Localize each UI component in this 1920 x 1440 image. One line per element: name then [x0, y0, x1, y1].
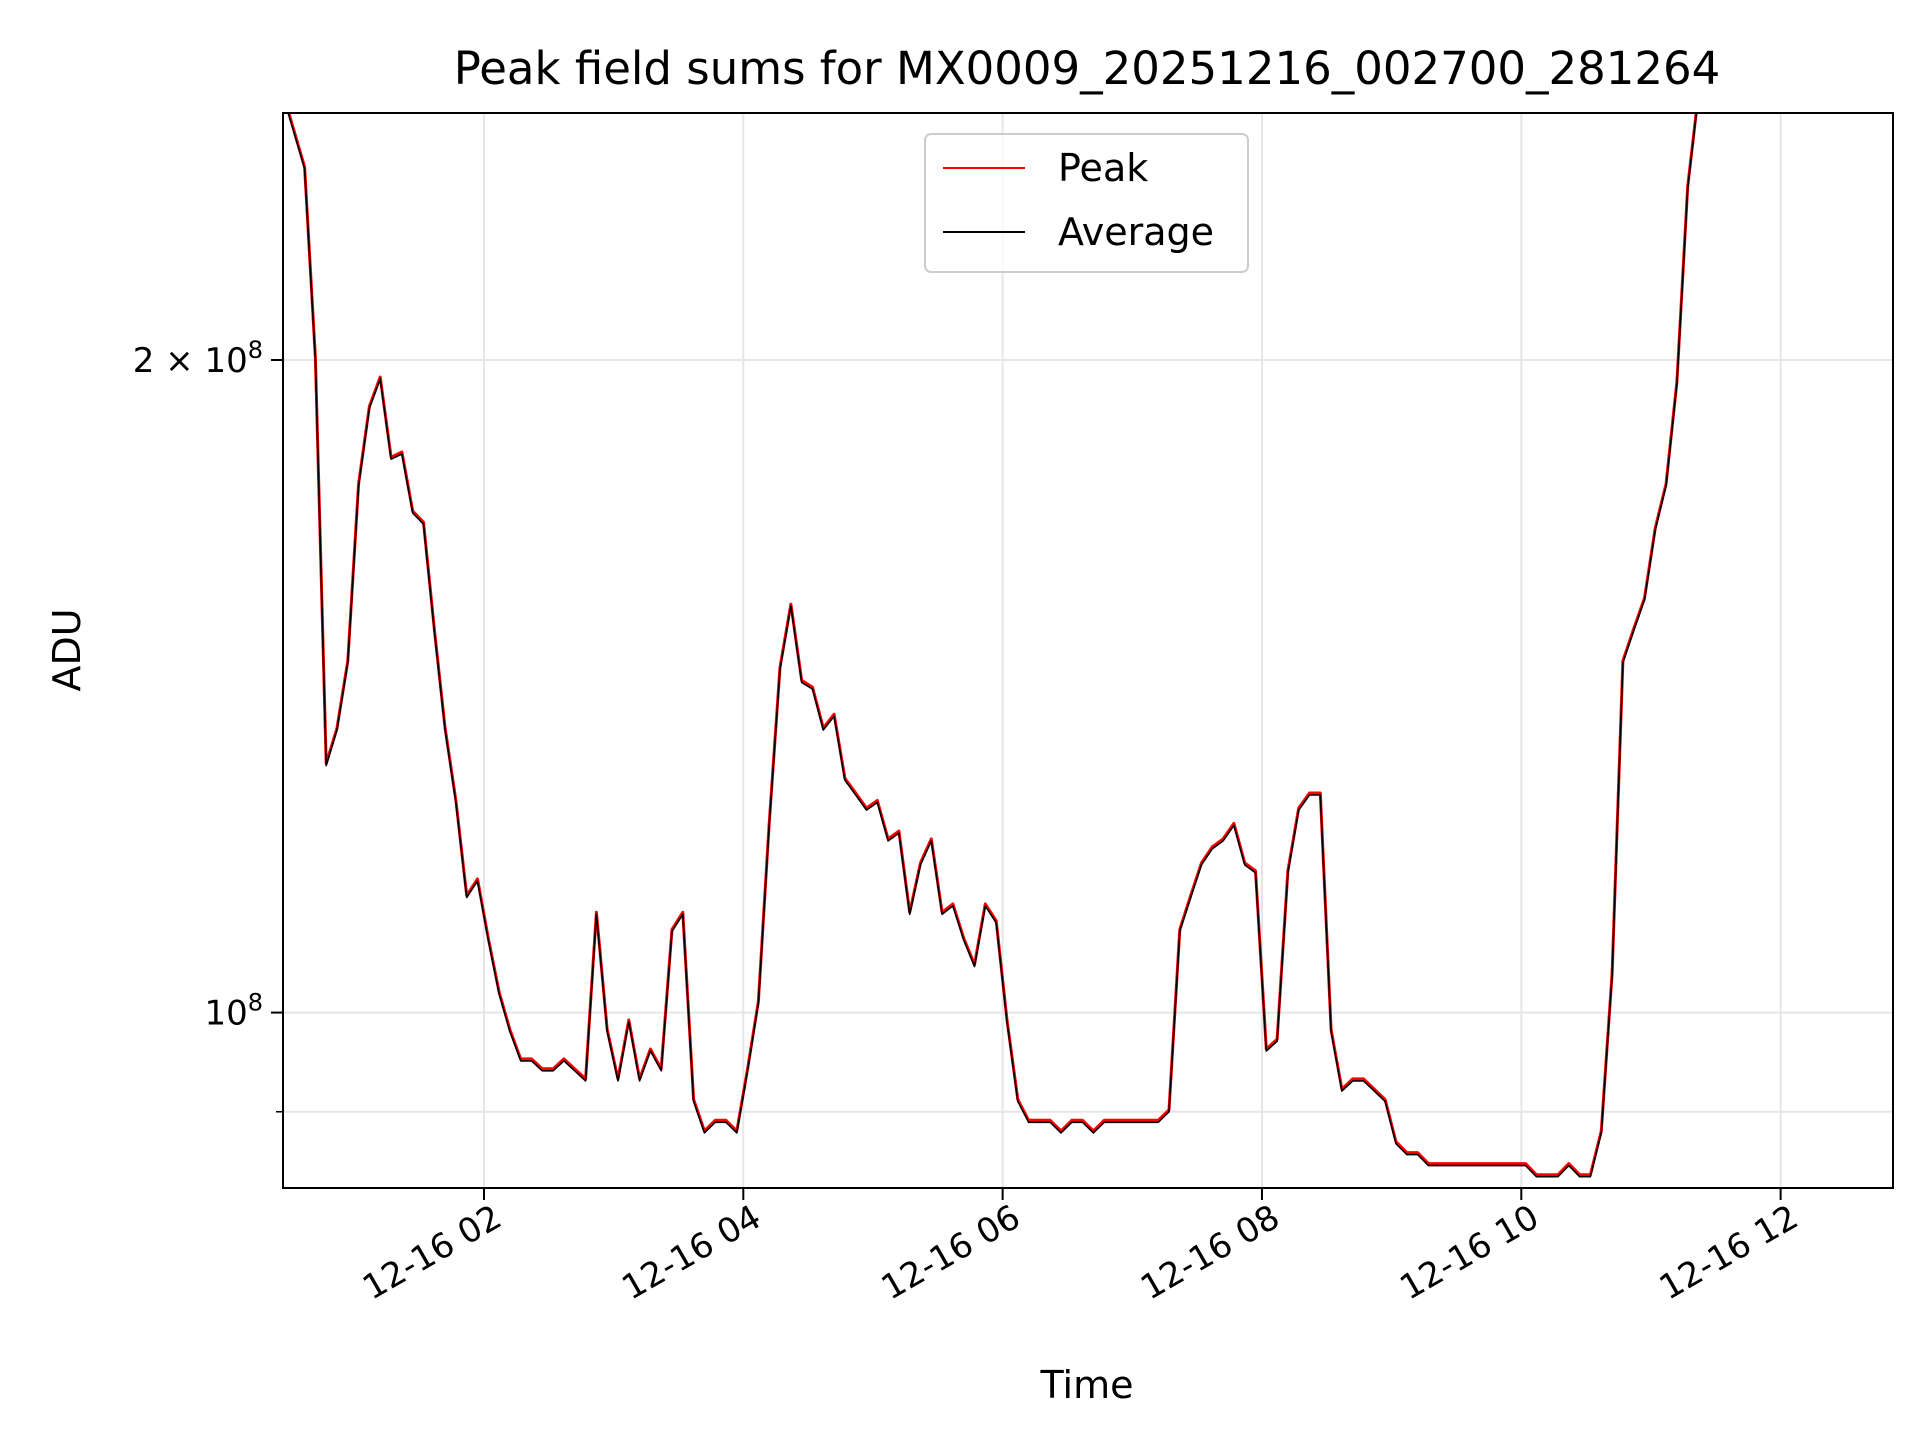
chart-title: Peak field sums for MX0009_20251216_0027… [454, 42, 1721, 95]
legend-label-peak: Peak [1058, 146, 1148, 190]
plot-frame [282, 112, 1894, 1189]
y-axis: 108 2 × 108 [133, 336, 283, 1113]
legend-label-average: Average [1058, 210, 1214, 254]
y-tick-label: 108 [204, 989, 263, 1034]
x-axis: 12-16 02 12-16 04 12-16 06 12-16 08 12-16 10… [356, 1188, 1805, 1308]
x-tick-label: 12-16 02 [356, 1197, 508, 1308]
y-tick-label: 2 × 108 [133, 336, 263, 381]
grid-lines [283, 113, 1893, 1188]
x-tick-label: 12-16 04 [615, 1197, 767, 1308]
plot-area [287, 113, 1698, 1178]
legend: Peak Average [924, 133, 1249, 273]
x-tick-label: 12-16 08 [1134, 1197, 1286, 1308]
y-axis-label: ADU [45, 608, 89, 691]
series-line-peak [287, 113, 1698, 1177]
series-line-average [287, 113, 1698, 1178]
x-tick-label: 12-16 06 [875, 1197, 1027, 1308]
x-tick-label: 12-16 12 [1653, 1197, 1805, 1308]
x-axis-label: Time [1040, 1363, 1134, 1407]
x-tick-label: 12-16 10 [1393, 1197, 1545, 1308]
